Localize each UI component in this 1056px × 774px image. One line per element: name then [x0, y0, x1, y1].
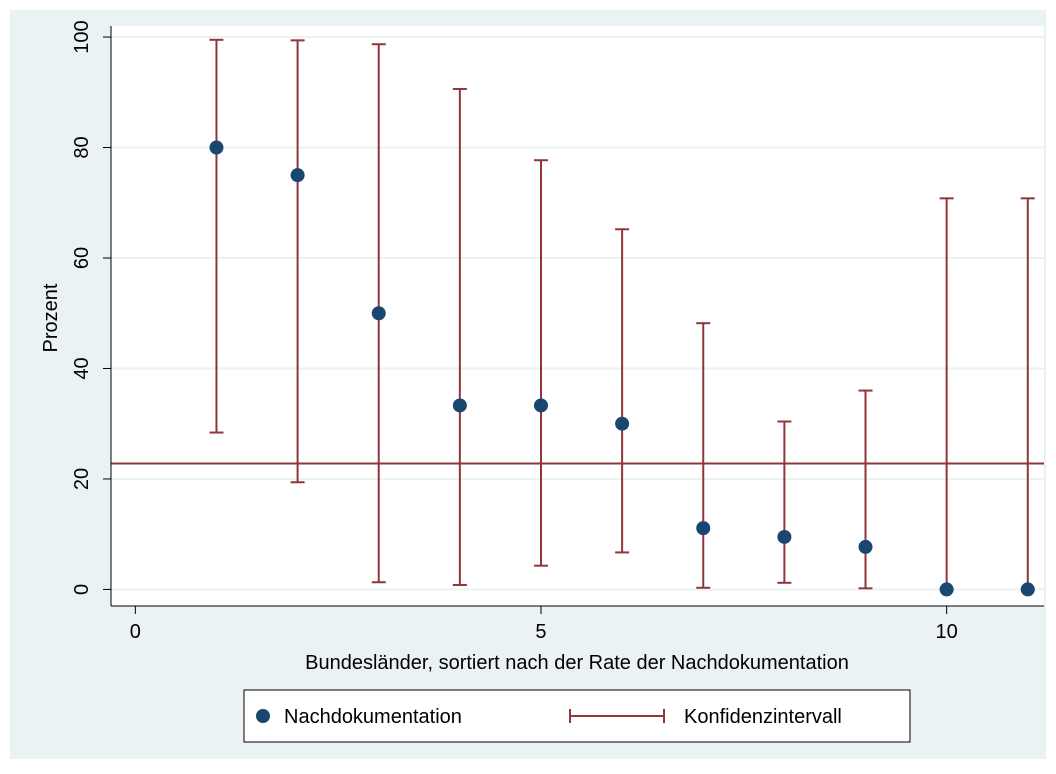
- y-tick-label-3: 60: [71, 247, 93, 269]
- legend: Nachdokumentation Konfidenzintervall: [243, 689, 911, 743]
- data-point-7: [696, 521, 711, 536]
- legend-marker-nachdokumentation: [256, 709, 270, 723]
- data-point-11: [1020, 582, 1035, 597]
- confidence-interval-4: [452, 87, 467, 587]
- data-point-8: [777, 529, 792, 544]
- y-axis-ticks: 0 20 40 60 80 100: [71, 20, 111, 595]
- y-tick-label-2: 40: [71, 357, 93, 379]
- data-point-9: [858, 539, 873, 554]
- confidence-interval-7: [696, 322, 711, 589]
- x-axis-ticks: 0 5 10: [130, 606, 958, 643]
- x-tick-label-2: 10: [936, 621, 958, 643]
- confidence-interval-5: [533, 159, 548, 567]
- y-tick-label-5: 100: [71, 20, 93, 53]
- x-axis-label: Bundesländer, sortiert nach der Rate der…: [305, 652, 849, 674]
- legend-marker-konfidenzintervall: [569, 709, 665, 723]
- data-point-2: [290, 168, 305, 183]
- confidence-interval-9: [858, 389, 873, 590]
- y-tick-label-0: 0: [71, 584, 93, 595]
- data-point-5: [533, 398, 548, 413]
- confidence-interval-1: [209, 38, 224, 434]
- data-point-6: [615, 416, 630, 431]
- data-point-4: [452, 398, 467, 413]
- y-axis-label: Prozent: [40, 283, 62, 352]
- nachdokumentation-series: [209, 140, 1035, 597]
- legend-label-nachdokumentation: Nachdokumentation: [284, 706, 462, 728]
- confidence-interval-8: [777, 420, 792, 584]
- data-point-10: [939, 582, 954, 597]
- legend-label-konfidenzintervall: Konfidenzintervall: [684, 706, 842, 728]
- data-point-1: [209, 140, 224, 155]
- confidence-interval-2: [290, 39, 305, 484]
- y-tick-label-1: 20: [71, 468, 93, 490]
- data-point-3: [371, 306, 386, 321]
- plot-area: [111, 26, 1044, 606]
- x-tick-label-1: 5: [535, 621, 546, 643]
- y-tick-label-4: 80: [71, 136, 93, 158]
- confidence-interval-6: [615, 228, 630, 554]
- x-tick-label-0: 0: [130, 621, 141, 643]
- grid-lines: [111, 36, 1044, 591]
